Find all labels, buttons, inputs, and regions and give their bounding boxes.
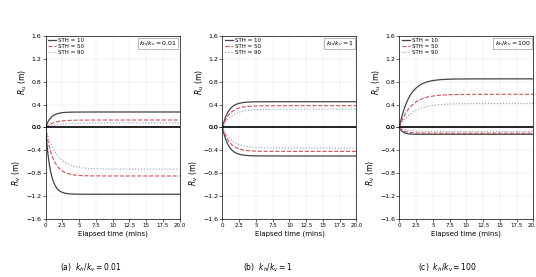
Y-axis label: $R_u$ (m): $R_u$ (m) [16, 69, 29, 95]
Y-axis label: $R_u$ (m): $R_u$ (m) [193, 69, 206, 95]
Legend: STH = 10, STH = 50, STH = 90: STH = 10, STH = 50, STH = 90 [47, 38, 84, 55]
Text: $k_h/k_v=100$: $k_h/k_v=100$ [495, 39, 531, 48]
X-axis label: Elapsed time (mins): Elapsed time (mins) [255, 231, 324, 237]
Text: (a)  $k_h/k_v=0.01$: (a) $k_h/k_v=0.01$ [61, 262, 122, 274]
X-axis label: Elapsed time (mins): Elapsed time (mins) [78, 231, 147, 237]
Legend: STH = 10, STH = 50, STH = 90: STH = 10, STH = 50, STH = 90 [401, 38, 438, 55]
Text: (c)  $k_h/k_v=100$: (c) $k_h/k_v=100$ [418, 262, 477, 274]
Y-axis label: $R_v$ (m): $R_v$ (m) [11, 160, 24, 186]
Legend: STH = 10, STH = 50, STH = 90: STH = 10, STH = 50, STH = 90 [224, 38, 261, 55]
Y-axis label: $R_v$ (m): $R_v$ (m) [188, 160, 200, 186]
X-axis label: Elapsed time (mins): Elapsed time (mins) [431, 231, 501, 237]
Text: $k_h/k_v=0.01$: $k_h/k_v=0.01$ [139, 39, 177, 48]
Y-axis label: $R_v$ (m): $R_v$ (m) [365, 160, 377, 186]
Text: (b)  $k_h/k_v=1$: (b) $k_h/k_v=1$ [243, 262, 293, 274]
Text: $k_h/k_v=1$: $k_h/k_v=1$ [326, 39, 354, 48]
Y-axis label: $R_u$ (m): $R_u$ (m) [370, 69, 383, 95]
